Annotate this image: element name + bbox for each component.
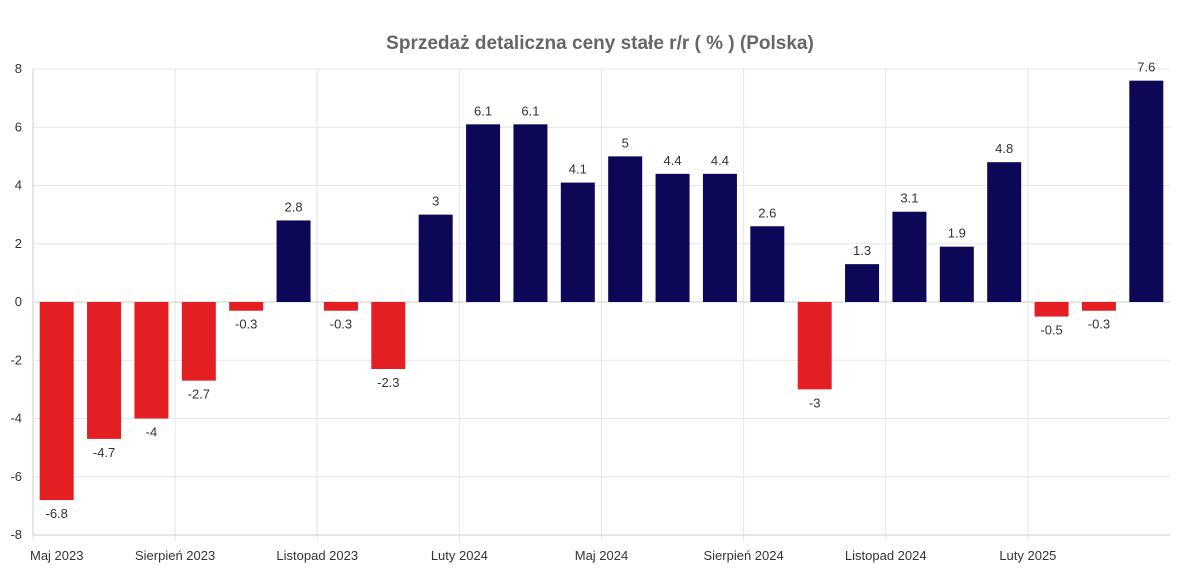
y-tick-label: 0 [15,294,22,309]
x-tick-label: Maj 2024 [575,548,628,563]
x-tick-label: Sierpień 2024 [704,548,784,563]
bar-value-label: -0.3 [1088,317,1110,332]
x-axis-ticks: Maj 2023 Sierpień 2023 Listopad 2023 Luty 2… [30,548,1056,563]
y-tick-label: -8 [10,527,22,542]
bar-value-label: -6.8 [45,506,67,521]
bar[interactable] [608,156,643,302]
bar[interactable] [87,302,122,439]
axes [32,69,1170,536]
bar-value-label: 1.3 [853,243,871,258]
bar-value-label: 6.1 [474,103,492,118]
x-tick-label: Listopad 2023 [276,548,358,563]
x-tick-label: Sierpień 2023 [135,548,215,563]
bar-value-label: -0.5 [1040,323,1062,338]
bar[interactable] [1034,302,1069,317]
bar-value-label: 2.8 [285,199,303,214]
bar[interactable] [702,173,737,302]
bar-value-label: -2.3 [377,375,399,390]
bar[interactable] [845,264,880,302]
bar[interactable] [371,302,406,369]
bar[interactable] [892,211,927,302]
bar-value-label: -3 [809,395,821,410]
y-tick-label: -6 [10,469,22,484]
bar-series [39,80,1164,501]
y-tick-label: 4 [15,178,22,193]
y-tick-label: -4 [10,411,22,426]
bar-value-label: -0.3 [330,317,352,332]
bar-value-label: -4.7 [93,445,115,460]
x-tick-label: Maj 2023 [30,548,83,563]
bar[interactable] [1081,302,1116,311]
bar[interactable] [418,214,453,302]
bar[interactable] [181,302,216,381]
bar[interactable] [134,302,169,419]
bar-value-label: -4 [146,425,158,440]
y-tick-label: -2 [10,352,22,367]
bar[interactable] [797,302,832,390]
bar-value-label: 7.6 [1137,60,1155,75]
bar-value-label: 4.4 [711,153,729,168]
bar-value-label: 3.1 [900,191,918,206]
bar[interactable] [750,226,785,302]
data-labels: -6.8 -4.7 -4 -2.7 -0.3 2.8 -0.3 -2.3 3 6.1 6.1 4.1 5… [45,60,1155,521]
y-tick-label: 8 [15,61,22,76]
bar-value-label: -0.3 [235,317,257,332]
bar-value-label: 2.6 [758,205,776,220]
bar-value-label: 3 [432,194,439,209]
bar-value-label: 6.1 [521,103,539,118]
bar-value-label: -2.7 [188,387,210,402]
bar-value-label: 5 [622,135,629,150]
bar[interactable] [39,302,74,501]
bar[interactable] [560,182,595,302]
bar[interactable] [466,124,501,303]
bar-value-label: 4.8 [995,141,1013,156]
y-axis-ticks: 8 6 4 2 0 -2 -4 -6 -8 [10,61,22,542]
chart-title: Sprzedaż detaliczna ceny stałe r/r ( % )… [386,33,814,54]
bar[interactable] [655,173,690,302]
bar[interactable] [987,162,1022,302]
bar-value-label: 4.1 [569,162,587,177]
x-tick-label: Luty 2024 [431,548,488,563]
bar[interactable] [1129,80,1164,303]
y-tick-label: 2 [15,236,22,251]
x-tick-label: Listopad 2024 [845,548,927,563]
bar[interactable] [939,246,974,302]
y-tick-label: 6 [15,119,22,134]
bar-value-label: 1.9 [948,226,966,241]
bar[interactable] [513,124,548,303]
bar[interactable] [229,302,264,311]
bar[interactable] [276,220,311,302]
x-tick-label: Luty 2025 [999,548,1056,563]
bar[interactable] [323,302,358,311]
bar-value-label: 4.4 [664,153,682,168]
